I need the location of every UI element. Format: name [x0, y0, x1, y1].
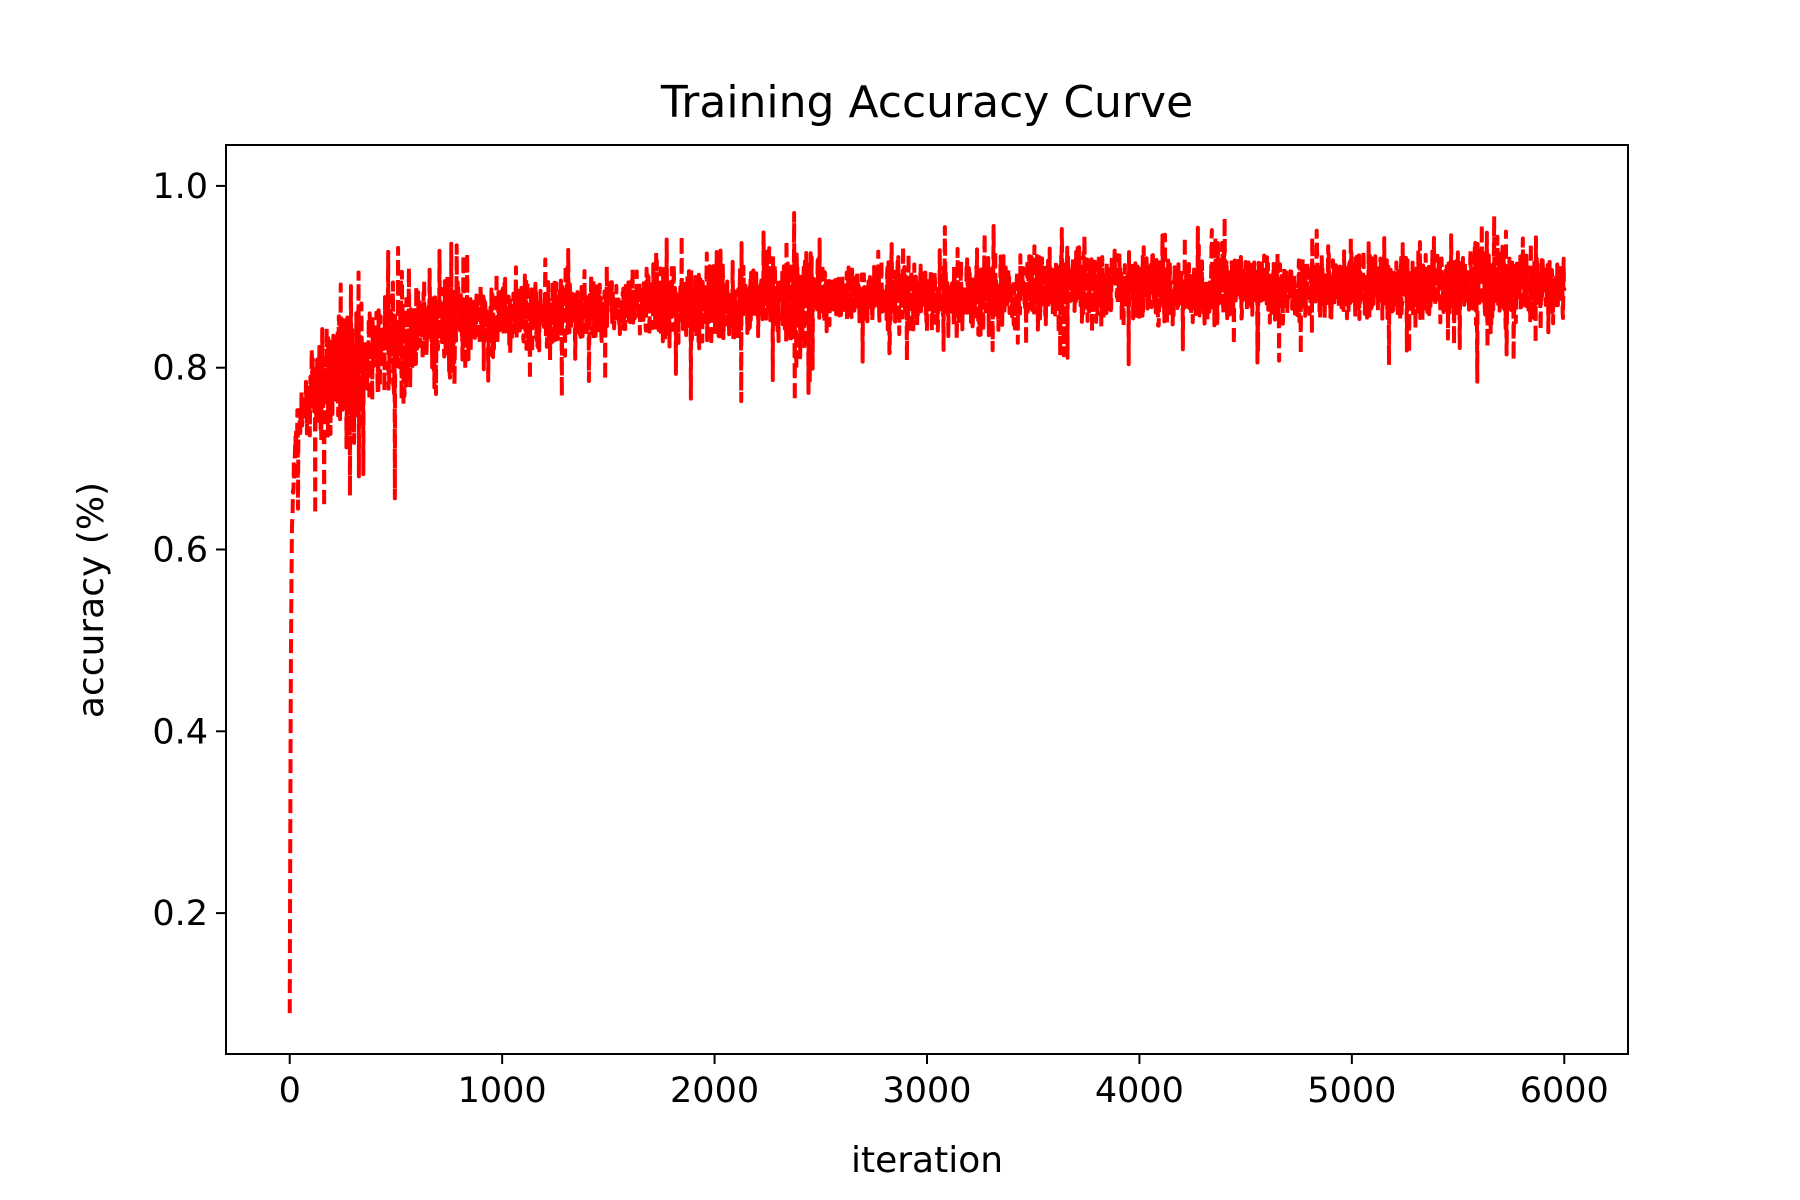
- y-tick-label: 0.8: [152, 349, 208, 389]
- x-tick-label: 0: [279, 1071, 301, 1111]
- series-layer: [287, 210, 1567, 1014]
- x-axis-label: iteration: [851, 1140, 1003, 1181]
- chart-title: Training Accuracy Curve: [660, 77, 1193, 128]
- x-tick-label: 6000: [1520, 1071, 1609, 1111]
- x-tick-label: 3000: [882, 1071, 971, 1111]
- x-tick-label: 1000: [458, 1071, 547, 1111]
- y-axis: 0.2 0.4 0.6 0.8 1.0: [152, 167, 226, 934]
- y-tick-label: 1.0: [152, 167, 208, 207]
- x-tick-label: 2000: [670, 1071, 759, 1111]
- x-axis: 0 1000 2000 3000 4000 5000 6000: [279, 1054, 1609, 1111]
- y-tick-label: 0.4: [152, 712, 208, 752]
- y-tick-label: 0.6: [152, 531, 208, 571]
- x-tick-label: 5000: [1307, 1071, 1396, 1111]
- y-axis-label: accuracy (%): [71, 482, 112, 718]
- y-tick-label: 0.2: [152, 894, 208, 934]
- accuracy-series-line: [287, 210, 1567, 1014]
- x-tick-label: 4000: [1095, 1071, 1184, 1111]
